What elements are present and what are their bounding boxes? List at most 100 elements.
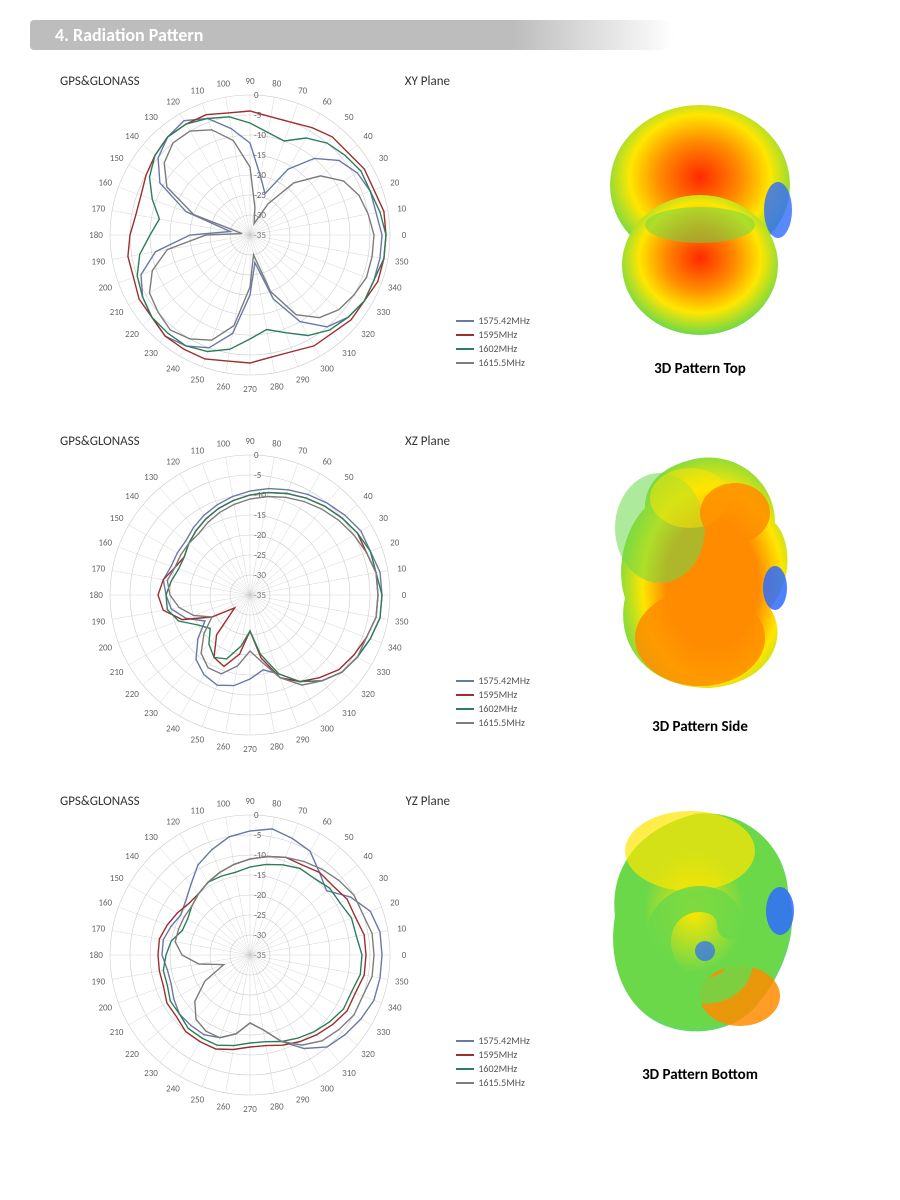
plane-label: XZ Plane [405,434,450,449]
svg-text:140: 140 [125,851,139,862]
svg-text:270: 270 [243,744,257,755]
svg-text:20: 20 [390,177,400,188]
antenna-label: GPS&GLONASS [60,794,140,809]
svg-text:210: 210 [110,667,124,678]
plane-label: XY Plane [405,74,450,89]
legend-item: 1575.42MHz [456,674,530,688]
svg-text:280: 280 [270,1102,284,1113]
svg-text:280: 280 [270,382,284,393]
svg-text:-5: -5 [254,110,262,121]
svg-text:-10: -10 [254,490,266,501]
svg-text:110: 110 [190,85,204,96]
svg-text:0: 0 [402,590,407,601]
section-header: 4. Radiation Pattern [30,20,675,50]
svg-text:10: 10 [397,563,407,574]
svg-text:210: 210 [110,307,124,318]
svg-text:70: 70 [298,85,308,96]
svg-text:330: 330 [377,1027,391,1038]
svg-text:30: 30 [379,513,389,524]
svg-text:300: 300 [320,363,334,374]
svg-text:120: 120 [166,457,180,468]
polar-column: 0-5-10-15-20-25-30-350102030405060708090… [50,60,530,1120]
svg-text:-20: -20 [254,530,266,541]
svg-text:90: 90 [245,796,255,807]
svg-text:0: 0 [254,450,259,461]
svg-text:110: 110 [190,805,204,816]
svg-text:100: 100 [216,438,230,449]
svg-text:350: 350 [395,977,409,988]
svg-text:290: 290 [296,735,310,746]
svg-text:220: 220 [125,689,139,700]
svg-text:150: 150 [110,153,124,164]
legend-item: 1602MHz [456,1062,530,1076]
svg-text:300: 300 [320,1083,334,1094]
svg-text:-10: -10 [254,130,266,141]
svg-text:70: 70 [298,445,308,456]
svg-text:80: 80 [272,438,282,449]
svg-text:180: 180 [89,950,103,961]
svg-text:210: 210 [110,1027,124,1038]
svg-text:-10: -10 [254,850,266,861]
threeD-caption: 3D Pattern Top [654,360,746,378]
threeD-pattern-side: 3D Pattern Side [590,438,810,736]
svg-text:240: 240 [166,1083,180,1094]
svg-text:30: 30 [379,153,389,164]
svg-text:270: 270 [243,1104,257,1115]
svg-text:160: 160 [98,177,112,188]
svg-text:250: 250 [190,375,204,386]
svg-text:110: 110 [190,445,204,456]
threeD-pattern-bottom: 3D Pattern Bottom [590,796,810,1084]
svg-text:90: 90 [245,436,255,447]
svg-text:70: 70 [298,805,308,816]
svg-text:200: 200 [98,1003,112,1014]
svg-text:170: 170 [91,563,105,574]
svg-text:-5: -5 [254,830,262,841]
legend-item: 1602MHz [456,702,530,716]
legend-item: 1595MHz [456,328,530,342]
antenna-label: GPS&GLONASS [60,74,140,89]
svg-text:160: 160 [98,897,112,908]
svg-text:40: 40 [363,491,373,502]
svg-text:350: 350 [395,617,409,628]
svg-text:0: 0 [254,90,259,101]
svg-text:30: 30 [379,873,389,884]
svg-text:290: 290 [296,375,310,386]
svg-text:170: 170 [91,923,105,934]
svg-text:340: 340 [388,283,402,294]
svg-text:330: 330 [377,667,391,678]
svg-text:260: 260 [216,1102,230,1113]
legend-item: 1575.42MHz [456,1034,530,1048]
svg-text:220: 220 [125,1049,139,1060]
svg-text:230: 230 [144,708,158,719]
svg-text:10: 10 [397,203,407,214]
svg-text:340: 340 [388,643,402,654]
svg-text:40: 40 [363,851,373,862]
legend: 1575.42MHz1595MHz1602MHz1615.5MHz [456,674,530,730]
svg-text:280: 280 [270,742,284,753]
legend-item: 1615.5MHz [456,356,530,370]
svg-text:310: 310 [342,348,356,359]
svg-text:150: 150 [110,873,124,884]
svg-text:60: 60 [322,817,332,828]
svg-text:170: 170 [91,203,105,214]
svg-text:100: 100 [216,78,230,89]
svg-text:250: 250 [190,1095,204,1106]
svg-text:0: 0 [402,230,407,241]
legend-item: 1595MHz [456,688,530,702]
svg-text:310: 310 [342,708,356,719]
svg-text:200: 200 [98,283,112,294]
legend: 1575.42MHz1595MHz1602MHz1615.5MHz [456,314,530,370]
threeD-caption: 3D Pattern Side [652,718,748,736]
polar-chart-yz: 0-5-10-15-20-25-30-350102030405060708090… [50,780,530,1120]
antenna-label: GPS&GLONASS [60,434,140,449]
svg-text:340: 340 [388,1003,402,1014]
svg-text:80: 80 [272,78,282,89]
svg-text:190: 190 [91,977,105,988]
svg-text:100: 100 [216,798,230,809]
legend-item: 1615.5MHz [456,716,530,730]
svg-text:140: 140 [125,491,139,502]
svg-text:320: 320 [361,1049,375,1060]
svg-text:150: 150 [110,513,124,524]
svg-text:40: 40 [363,131,373,142]
svg-text:-5: -5 [254,470,262,481]
